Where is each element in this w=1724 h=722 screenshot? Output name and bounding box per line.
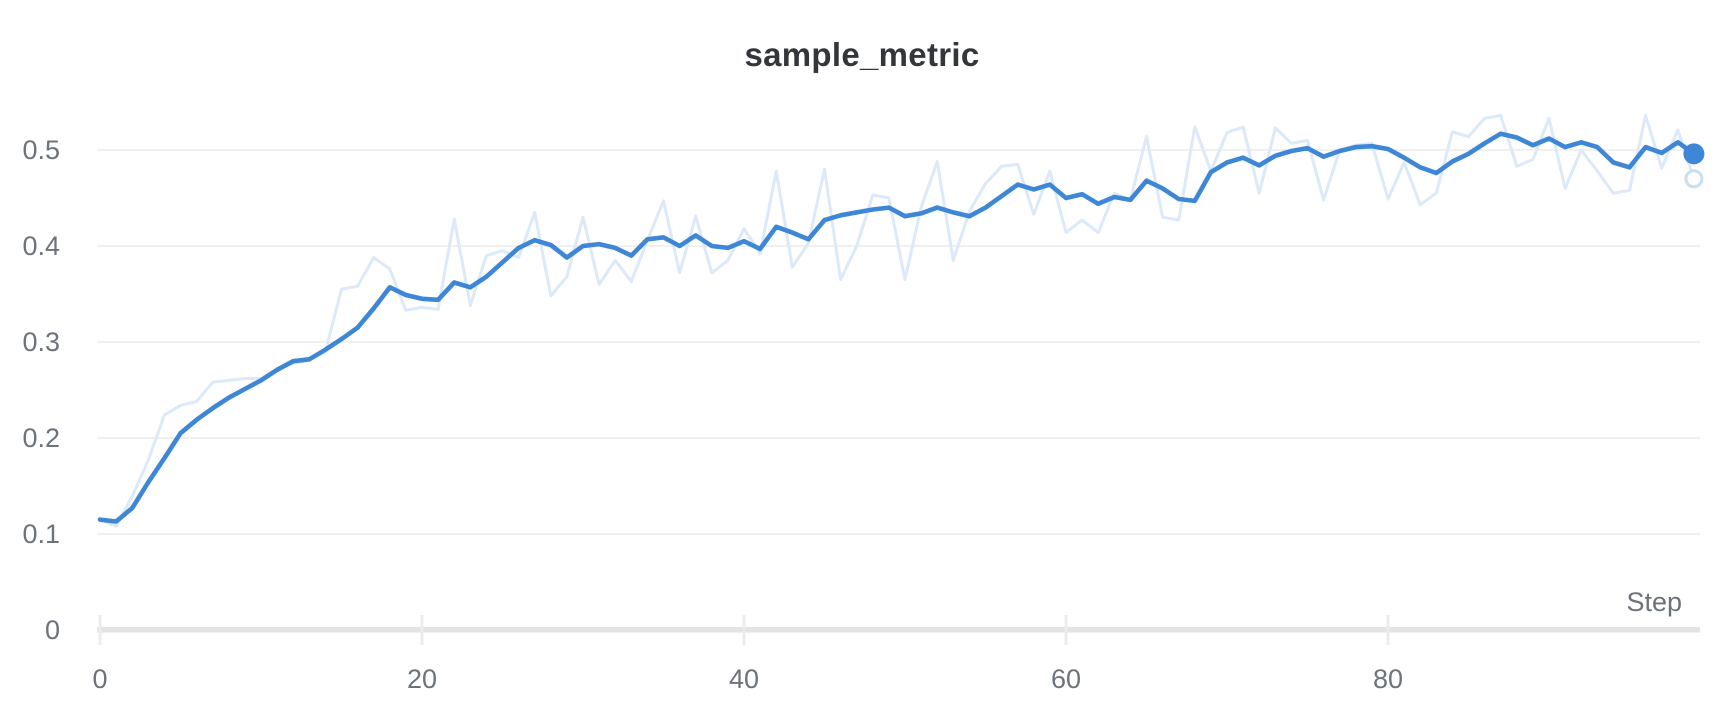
x-tick-label: 20 [407, 664, 437, 694]
y-tick-label: 0.3 [22, 327, 60, 357]
y-tick-label: 0 [45, 615, 60, 645]
x-tick-label: 40 [729, 664, 759, 694]
x-tick-label: 0 [92, 664, 107, 694]
x-tick-labels: 0 20 40 60 80 [92, 664, 1403, 694]
x-tickmarks [98, 615, 1390, 645]
raw-last-point-marker [1684, 169, 1704, 189]
smoothed-last-point-marker[interactable] [1683, 143, 1705, 165]
y-tick-label: 0.5 [22, 135, 60, 165]
chart-title: sample_metric [744, 36, 980, 73]
y-tick-label: 0.1 [22, 519, 60, 549]
y-tick-labels: 0 0.1 0.2 0.3 0.4 0.5 [22, 135, 60, 645]
smoothed-series-line [97, 131, 1697, 524]
x-tick-label: 60 [1051, 664, 1081, 694]
x-axis-title: Step [1626, 587, 1682, 617]
x-axis-bar [97, 627, 1700, 633]
y-tick-label: 0.2 [22, 423, 60, 453]
y-tick-label: 0.4 [22, 231, 60, 261]
raw-series-line [98, 113, 1696, 528]
x-tick-label: 80 [1373, 664, 1403, 694]
